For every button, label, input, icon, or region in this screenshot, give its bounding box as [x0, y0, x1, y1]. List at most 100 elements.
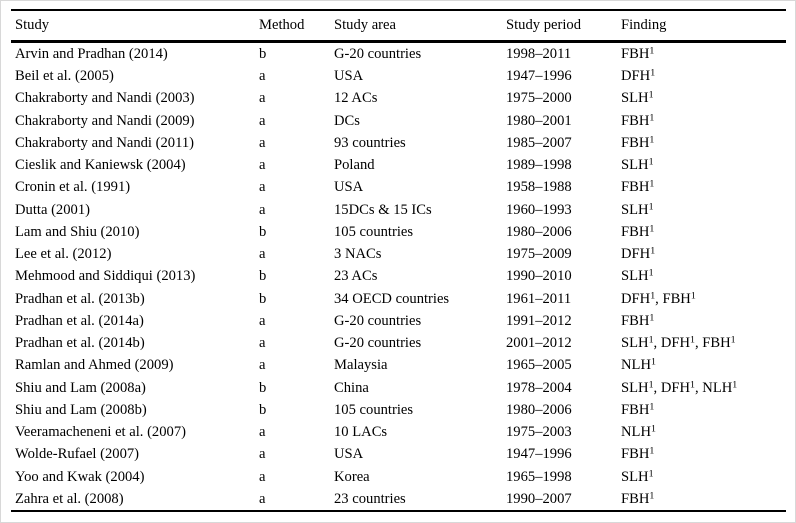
- cell-finding: FBH1: [621, 312, 655, 329]
- cell-study-period: 1961–2011: [506, 290, 572, 307]
- cell-study-area: 10 LACs: [334, 424, 388, 441]
- cell-study: Pradhan et al. (2013b): [15, 290, 145, 307]
- cell-study-area: 34 OECD countries: [334, 290, 450, 307]
- table-row: Lee et al. (2012) a 3 NACs 1975–2009 DFH…: [11, 243, 786, 265]
- cell-study-area: 12 ACs: [334, 90, 378, 107]
- cell-method: b: [259, 223, 267, 240]
- cell-study: Shiu and Lam (2008a): [15, 379, 146, 396]
- cell-method: a: [259, 246, 266, 263]
- cell-study-area: USA: [334, 179, 364, 196]
- cell-finding: SLH1, DFH1, FBH1: [621, 334, 736, 352]
- cell-study: Cieslik and Kaniewsk (2004): [15, 157, 186, 174]
- table-body: Arvin and Pradhan (2014) b G-20 countrie…: [11, 43, 786, 510]
- cell-study-period: 1990–2007: [506, 490, 572, 507]
- table-row: Mehmood and Siddiqui (2013) b 23 ACs 199…: [11, 266, 786, 288]
- cell-study: Chakraborty and Nandi (2003): [15, 90, 195, 107]
- cell-finding: SLH1: [621, 201, 654, 218]
- table-bottom-rule: [11, 510, 786, 513]
- column-header-study-period: Study period: [506, 17, 581, 34]
- cell-method: b: [259, 401, 267, 418]
- cell-study-area: DCs: [334, 112, 360, 129]
- cell-method: a: [259, 90, 266, 107]
- cell-method: b: [259, 290, 267, 307]
- cell-finding: FBH1: [621, 134, 655, 151]
- cell-study-period: 1947–1996: [506, 446, 572, 463]
- cell-finding: SLH1, DFH1, NLH1: [621, 379, 738, 396]
- cell-study: Arvin and Pradhan (2014): [15, 45, 168, 62]
- cell-finding: SLH1: [621, 267, 654, 285]
- cell-study-area: Malaysia: [334, 357, 388, 374]
- cell-study-period: 2001–2012: [506, 335, 572, 352]
- cell-study-area: G-20 countries: [334, 335, 422, 352]
- cell-study-area: 3 NACs: [334, 246, 382, 263]
- cell-study-area: G-20 countries: [334, 312, 422, 329]
- cell-study-period: 1947–1996: [506, 68, 572, 85]
- cell-study-area: Poland: [334, 157, 375, 174]
- cell-study: Ramlan and Ahmed (2009): [15, 357, 174, 374]
- cell-study-period: 1975–2003: [506, 424, 572, 441]
- table-row: Chakraborty and Nandi (2009) a DCs 1980–…: [11, 110, 786, 132]
- column-header-study-area: Study area: [334, 17, 397, 34]
- cell-finding: NLH1: [621, 356, 656, 374]
- column-header-finding: Finding: [621, 17, 667, 34]
- cell-method: b: [259, 379, 267, 396]
- cell-study-area: Korea: [334, 468, 370, 485]
- cell-method: a: [259, 312, 266, 329]
- cell-finding: SLH1: [621, 89, 654, 107]
- cell-finding: FBH1: [621, 490, 655, 507]
- table-row: Chakraborty and Nandi (2003) a 12 ACs 19…: [11, 88, 786, 110]
- cell-study-period: 1980–2006: [506, 223, 572, 240]
- cell-method: a: [259, 134, 266, 151]
- column-header-method: Method: [259, 17, 305, 34]
- cell-finding: DFH1, FBH1: [621, 290, 696, 307]
- cell-study-period: 1965–2005: [506, 357, 572, 374]
- table-row: Shiu and Lam (2008b) b 105 countries 198…: [11, 399, 786, 421]
- table-header-rule: [11, 40, 786, 43]
- cell-study-period: 1978–2004: [506, 379, 572, 396]
- column-header-study: Study: [15, 17, 50, 34]
- study-findings-table: Study Method Study area Study period Fin…: [11, 9, 786, 513]
- cell-study-period: 1975–2009: [506, 246, 572, 263]
- cell-study: Pradhan et al. (2014a): [15, 312, 144, 329]
- cell-study: Dutta (2001): [15, 201, 90, 218]
- cell-method: a: [259, 201, 266, 218]
- table-row: Arvin and Pradhan (2014) b G-20 countrie…: [11, 43, 786, 65]
- cell-study-area: G-20 countries: [334, 45, 422, 62]
- table-row: Zahra et al. (2008) a 23 countries 1990–…: [11, 488, 786, 510]
- table-top-rule: [11, 9, 786, 11]
- cell-study: Lam and Shiu (2010): [15, 223, 140, 240]
- cell-method: a: [259, 179, 266, 196]
- cell-finding: FBH1: [621, 223, 655, 240]
- cell-study-period: 1998–2011: [506, 45, 572, 62]
- cell-method: a: [259, 157, 266, 174]
- cell-method: b: [259, 45, 267, 62]
- table-row: Pradhan et al. (2014b) a G-20 countries …: [11, 332, 786, 354]
- cell-study: Mehmood and Siddiqui (2013): [15, 268, 196, 285]
- cell-study-area: 93 countries: [334, 134, 406, 151]
- cell-finding: NLH1: [621, 423, 656, 441]
- cell-study-area: China: [334, 379, 369, 396]
- cell-study-period: 1958–1988: [506, 179, 572, 196]
- cell-study: Veeramacheneni et al. (2007): [15, 424, 186, 441]
- cell-finding: SLH1: [621, 468, 654, 485]
- cell-study-period: 1990–2010: [506, 268, 572, 285]
- table-row: Shiu and Lam (2008a) b China 1978–2004 S…: [11, 377, 786, 399]
- table-row: Pradhan et al. (2013b) b 34 OECD countri…: [11, 288, 786, 310]
- table-row: Cronin et al. (1991) a USA 1958–1988 FBH…: [11, 177, 786, 199]
- cell-finding: DFH1: [621, 245, 656, 263]
- cell-study-area: 23 countries: [334, 490, 406, 507]
- table-row: Yoo and Kwak (2004) a Korea 1965–1998 SL…: [11, 466, 786, 488]
- table-header-row: Study Method Study area Study period Fin…: [11, 11, 786, 40]
- table-row: Beil et al. (2005) a USA 1947–1996 DFH1: [11, 65, 786, 87]
- cell-method: b: [259, 268, 267, 285]
- cell-study: Yoo and Kwak (2004): [15, 468, 145, 485]
- cell-study-period: 1985–2007: [506, 134, 572, 151]
- cell-finding: FBH1: [621, 45, 655, 62]
- cell-study: Zahra et al. (2008): [15, 490, 124, 507]
- cell-study-area: 105 countries: [334, 401, 414, 418]
- cell-finding: FBH1: [621, 112, 655, 129]
- cell-study-period: 1980–2001: [506, 112, 572, 129]
- table-row: Pradhan et al. (2014a) a G-20 countries …: [11, 310, 786, 332]
- cell-finding: FBH1: [621, 401, 655, 418]
- table-row: Cieslik and Kaniewsk (2004) a Poland 198…: [11, 154, 786, 176]
